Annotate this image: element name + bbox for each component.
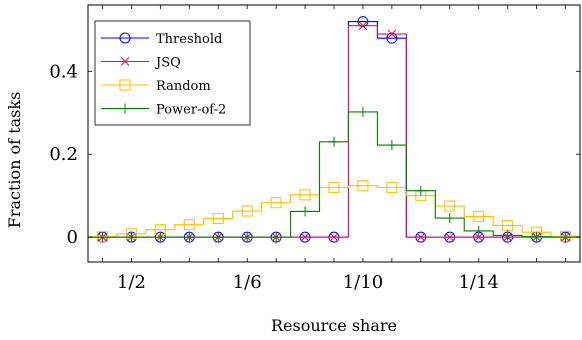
- data-point: [386, 181, 398, 193]
- series-line: [88, 111, 580, 238]
- data-point: [358, 21, 368, 31]
- data-point: [329, 136, 339, 147]
- data-point: [473, 210, 485, 222]
- data-point: [445, 232, 455, 242]
- legend-label: Random: [156, 79, 211, 94]
- x-axis-title: Resource share: [271, 316, 397, 335]
- data-point: [155, 232, 166, 243]
- legend: Threshold JSQ Random Power-of-2: [94, 20, 251, 126]
- legend-item: Threshold: [101, 32, 222, 47]
- legend-label: Threshold: [156, 32, 222, 47]
- data-point: [357, 180, 369, 192]
- legend-item: Power-of-2: [101, 103, 226, 118]
- data-point: [270, 197, 282, 209]
- series-power-of-2: [88, 106, 580, 243]
- data-point: [560, 232, 571, 243]
- x-tick-label: 1/6: [233, 272, 262, 293]
- data-point: [241, 205, 253, 217]
- data-point: [328, 181, 340, 193]
- y-tick-label: 0.4: [49, 61, 78, 82]
- legend-swatch-marker: [120, 103, 130, 114]
- y-axis-title: Fraction of tasks: [5, 92, 24, 229]
- tick-layer: 1/2 1/6 1/10 1/14 0 0.2 0.4: [49, 5, 580, 293]
- data-point: [126, 232, 137, 243]
- legend-item: Random: [101, 79, 211, 94]
- x-tick-label: 1/10: [343, 272, 383, 293]
- legend-swatch-marker: [120, 57, 130, 66]
- data-point: [387, 29, 397, 39]
- data-point: [474, 232, 484, 242]
- series-layer: [88, 16, 580, 243]
- data-point: [502, 230, 513, 241]
- data-point: [386, 140, 397, 151]
- data-point: [183, 219, 195, 231]
- legend-swatch-marker: [119, 79, 131, 91]
- data-point: [300, 206, 311, 217]
- data-point: [271, 232, 282, 243]
- data-point: [213, 232, 224, 243]
- data-point: [415, 185, 426, 196]
- data-point: [531, 231, 542, 242]
- data-point: [212, 212, 224, 224]
- y-tick-label: 0: [67, 227, 78, 248]
- data-point: [357, 106, 368, 117]
- legend-swatch-marker: [119, 32, 131, 44]
- x-tick-label: 1/14: [458, 272, 498, 293]
- data-point: [300, 232, 310, 242]
- legend-label: JSQ: [154, 56, 181, 71]
- data-point: [97, 232, 108, 243]
- data-point: [386, 32, 398, 44]
- series-line: [88, 185, 580, 238]
- data-point: [357, 16, 369, 28]
- legend-label: Power-of-2: [156, 103, 226, 118]
- legend-item: JSQ: [101, 56, 181, 71]
- data-point: [416, 232, 426, 242]
- data-point: [242, 232, 253, 243]
- data-point: [444, 213, 455, 224]
- data-point: [299, 189, 311, 201]
- x-tick-label: 1/2: [117, 272, 146, 293]
- data-point: [473, 225, 484, 236]
- y-tick-label: 0.2: [49, 144, 78, 165]
- data-point: [184, 232, 195, 243]
- data-point: [444, 200, 456, 212]
- data-point: [329, 232, 339, 242]
